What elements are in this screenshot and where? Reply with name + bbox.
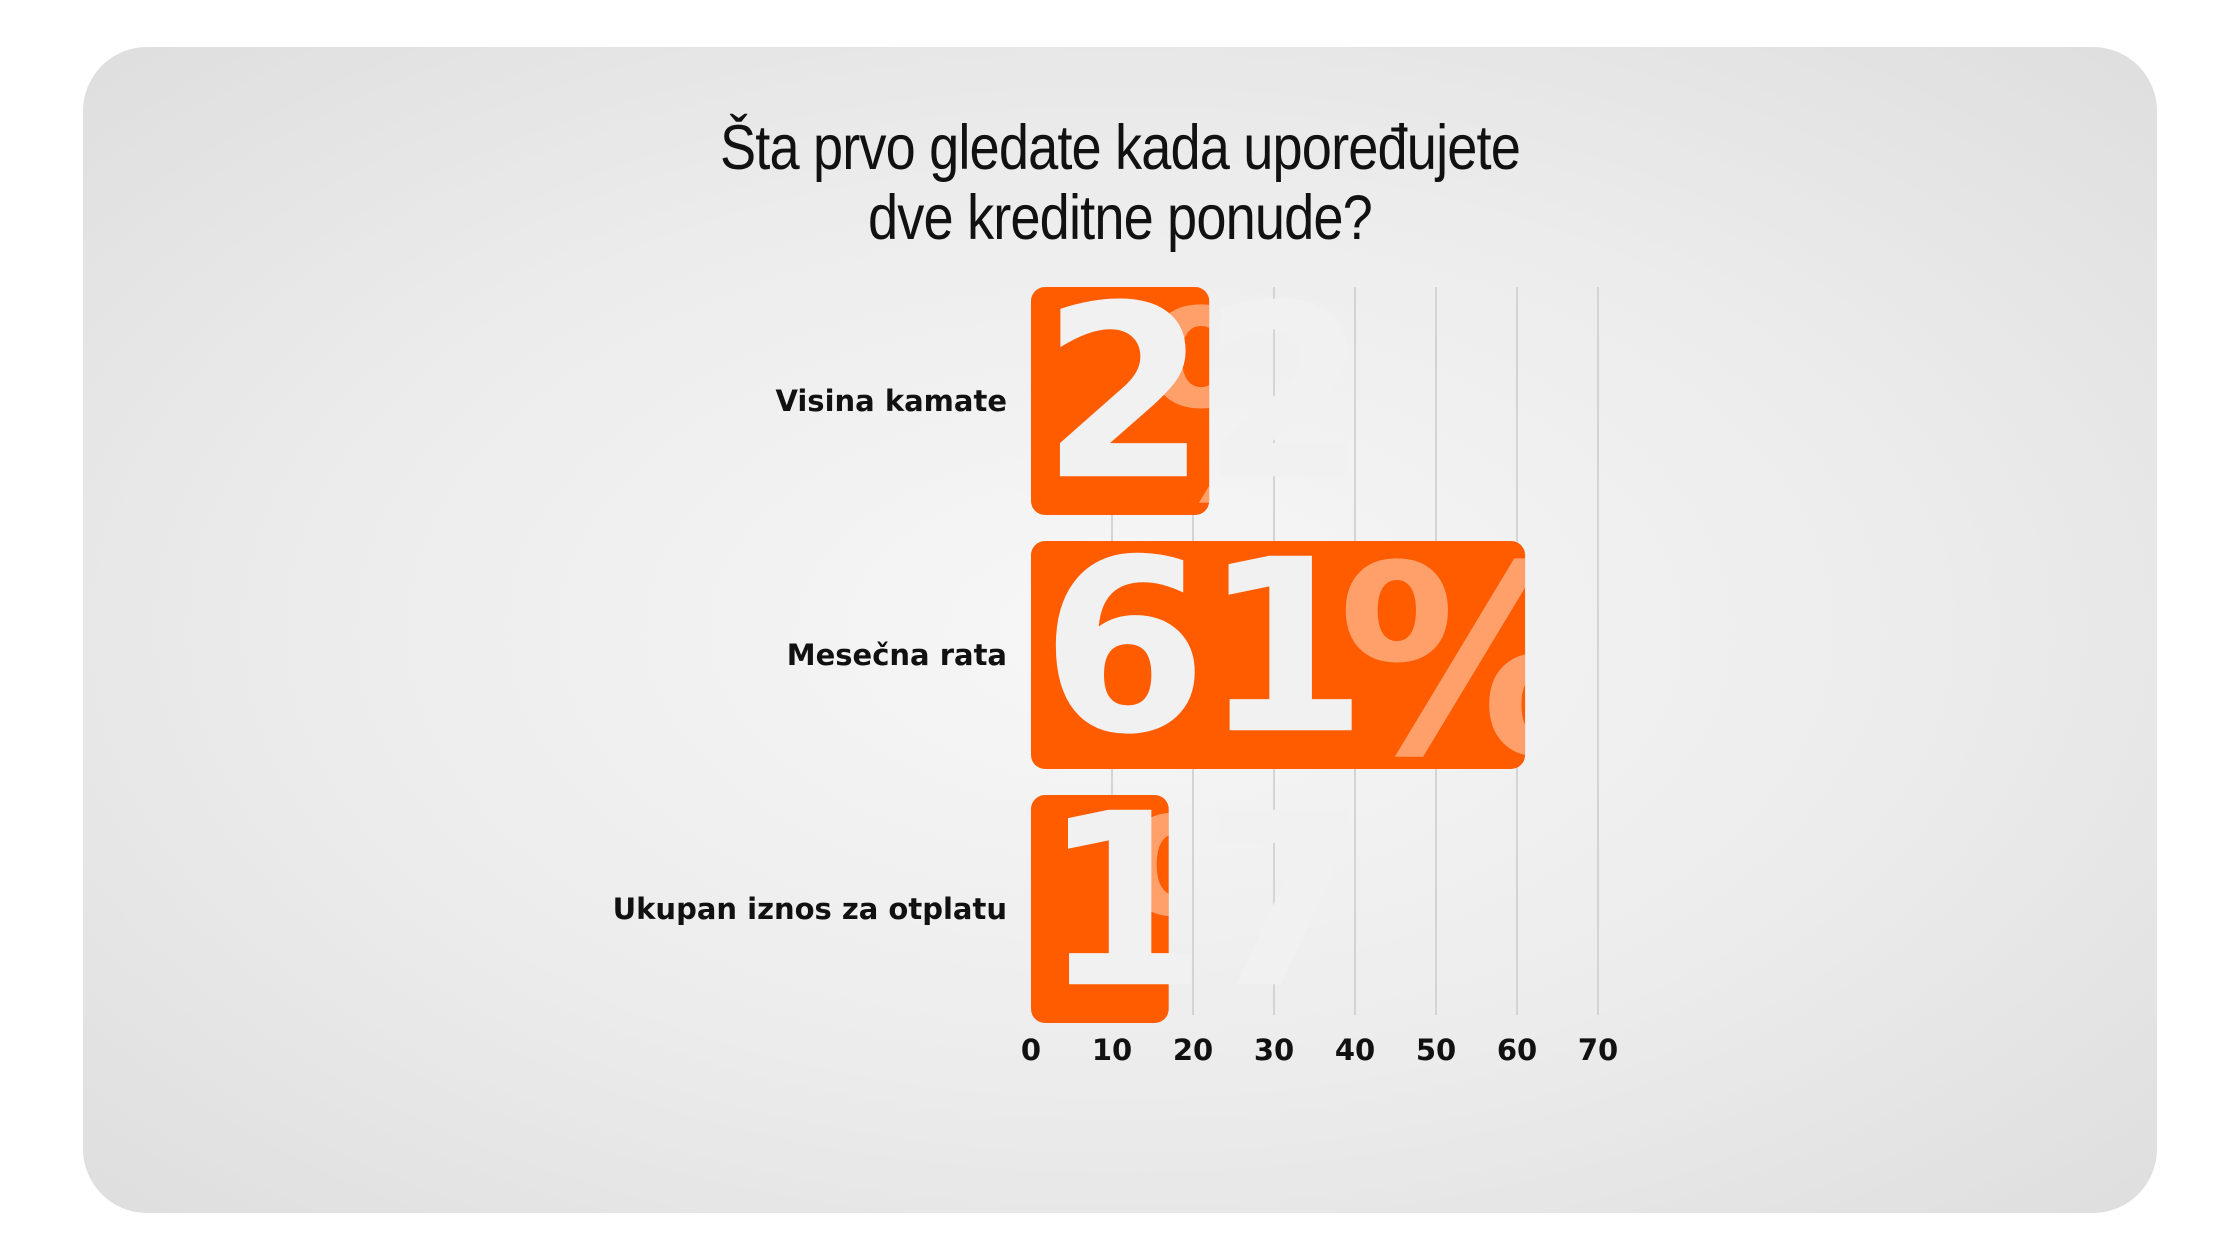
bar-group-2: %61: [1031, 509, 1600, 815]
chart-title: Šta prvo gledate kada upoređujete dve kr…: [228, 113, 2012, 253]
x-tick-label-50: 50: [1416, 1033, 1456, 1067]
bar-value-label-2: %61: [1041, 509, 1600, 815]
chart-title-line-1: Šta prvo gledate kada upoređujete: [720, 113, 1521, 183]
x-tick-label-60: 60: [1497, 1033, 1537, 1067]
bar-value-percent-3: %: [1116, 764, 1379, 1069]
bar-value-percent-1: %: [1141, 256, 1404, 561]
bar-2: [1031, 541, 1526, 769]
bar-value-label-1: %22: [1041, 255, 1404, 561]
bar-group-3: %17: [1031, 763, 1379, 1069]
category-label-1: Visina kamate: [775, 384, 1007, 418]
category-labels: Visina kamate Mesečna rata Ukupan iznos za…: [613, 384, 1007, 926]
bar-value-number-3: 17: [1041, 763, 1362, 1041]
bar-value-percent-2: %: [1337, 510, 1600, 815]
chart-card: Šta prvo gledate kada upoređujete dve kr…: [83, 47, 2157, 1213]
x-tick-label-30: 30: [1254, 1033, 1294, 1067]
x-tick-label-0: 0: [1021, 1033, 1041, 1067]
chart-title-line-2: dve kreditne ponude?: [868, 183, 1373, 253]
bar-3: [1031, 795, 1169, 1023]
bars: %22%61%17: [1031, 255, 1600, 1069]
category-label-3: Ukupan iznos za otplatu: [613, 892, 1007, 926]
bar-group-1: %22: [1031, 255, 1404, 561]
x-tick-label-40: 40: [1335, 1033, 1375, 1067]
bar-value-label-3: %17: [1041, 763, 1379, 1069]
bar-value-number-2: 61: [1041, 509, 1362, 787]
x-tick-label-70: 70: [1578, 1033, 1618, 1067]
x-axis-ticks: 0 10 20 30 40 50 60 70: [1021, 1033, 1618, 1067]
category-label-2: Mesečna rata: [787, 638, 1007, 672]
bar-1: [1031, 287, 1210, 515]
x-tick-label-10: 10: [1092, 1033, 1132, 1067]
x-tick-label-20: 20: [1173, 1033, 1213, 1067]
bar-value-number-1: 22: [1041, 255, 1362, 533]
